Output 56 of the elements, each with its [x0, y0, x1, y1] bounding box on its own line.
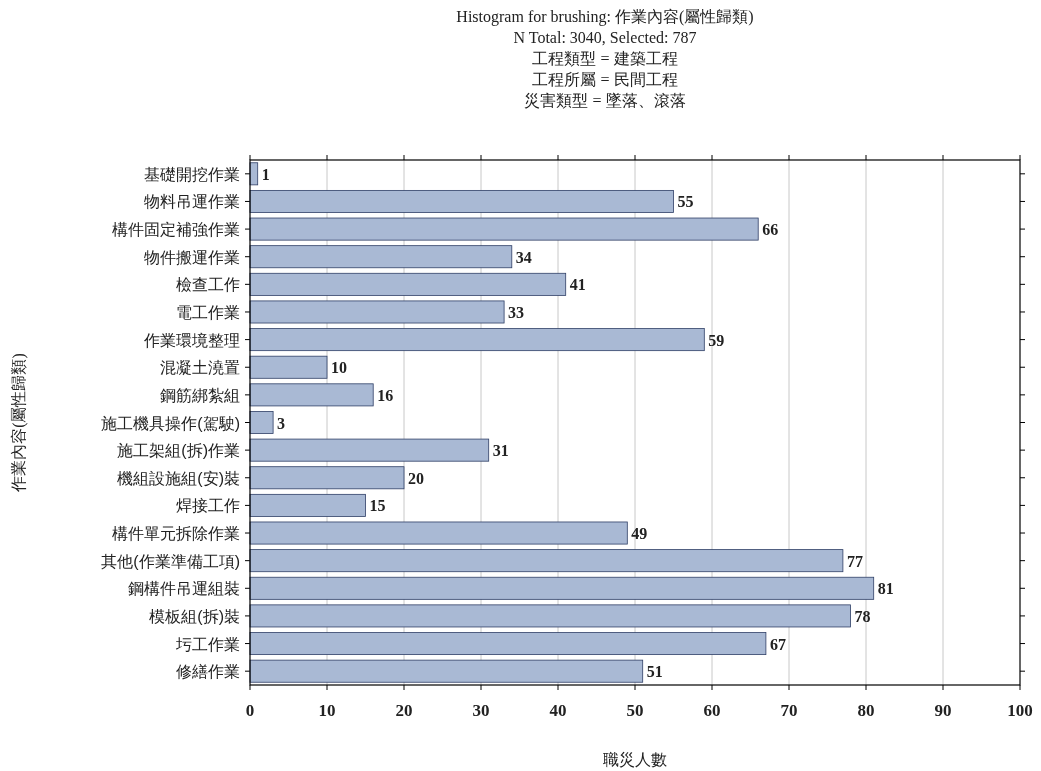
data-label: 16 [377, 386, 394, 404]
data-label: 34 [515, 248, 532, 266]
text: 工程所屬 = 民間工程 [532, 71, 678, 88]
data-label: 15 [369, 497, 386, 515]
chart-subtitle: N Total: 3040, Selected: 787 [513, 29, 697, 46]
y-tick-label: 修繕作業 [176, 663, 240, 681]
data-label: 41 [569, 276, 586, 294]
data-label: 49 [631, 525, 648, 543]
x-tick-label: 30 [472, 701, 490, 720]
data-label: 77 [846, 552, 863, 570]
y-tick-label: 焊接工作 [176, 497, 240, 515]
x-tick-label: 70 [780, 701, 798, 720]
y-tick-label: 施工架組(拆)作業 [117, 442, 240, 460]
x-axis-title: 職災人數 [603, 751, 667, 768]
data-label: 67 [769, 635, 786, 653]
y-tick-label: 構件單元拆除作業 [112, 525, 240, 543]
y-tick-label: 圬工作業 [175, 635, 240, 653]
y-tick-label: 物件搬運作業 [144, 248, 240, 266]
y-tick-label: 其他(作業準備工項) [101, 552, 240, 570]
data-label: 81 [877, 580, 894, 598]
x-tick-label: 0 [245, 701, 255, 720]
x-tick-label: 80 [857, 701, 875, 720]
x-tick-label: 40 [549, 701, 567, 720]
data-label: 3 [277, 414, 286, 432]
x-tick-label: 20 [395, 701, 413, 720]
y-tick-label: 構件固定補強作業 [112, 221, 240, 239]
y-tick-label: 施工機具操作(駕駛) [101, 414, 240, 432]
data-label: 31 [492, 442, 509, 460]
text: 災害類型 = 墜落、滾落 [524, 92, 686, 109]
y-tick-label: 模板組(拆)裝 [149, 607, 240, 625]
y-tick-label: 作業環境整理 [143, 331, 240, 349]
y-tick-label: 混凝土澆置 [160, 359, 240, 377]
y-tick-label: 機組設施組(安)裝 [117, 469, 240, 487]
x-tick-label: 100 [1007, 701, 1033, 720]
y-tick-label: 鋼筋綁紮組 [160, 386, 240, 404]
chart-title: Histogram for brushing: 作業內容(屬性歸類) [456, 8, 754, 26]
data-label: 20 [408, 469, 424, 487]
y-tick-label: 檢查工作 [176, 276, 240, 294]
x-tick-label: 50 [626, 701, 644, 720]
y-axis-title: 作業內容(屬性歸類) [10, 353, 28, 493]
y-tick-label: 物料吊運作業 [144, 193, 240, 211]
y-tick-label: 電工作業 [176, 303, 240, 321]
data-label: 66 [762, 221, 779, 239]
text: 工程類型 = 建築工程 [532, 50, 678, 67]
data-label: 1 [261, 165, 270, 183]
x-tick-label: 90 [934, 701, 952, 720]
x-tick-label: 10 [318, 701, 336, 720]
data-label: 51 [646, 663, 663, 681]
x-tick-label: 60 [703, 701, 721, 720]
data-label: 10 [331, 359, 347, 377]
data-label: 78 [854, 607, 871, 625]
data-label: 33 [508, 303, 525, 321]
data-label: 59 [708, 331, 725, 349]
y-tick-label: 鋼構件吊運組裝 [128, 580, 240, 598]
y-tick-label: 基礎開挖作業 [144, 165, 240, 183]
data-label: 55 [677, 193, 694, 211]
